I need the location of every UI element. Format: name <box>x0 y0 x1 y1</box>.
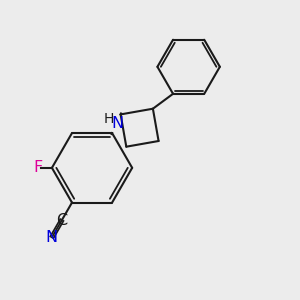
Text: C: C <box>56 213 68 228</box>
Text: H: H <box>103 112 113 126</box>
Text: F: F <box>33 160 43 175</box>
Text: N: N <box>46 230 58 245</box>
Text: N: N <box>111 116 123 131</box>
